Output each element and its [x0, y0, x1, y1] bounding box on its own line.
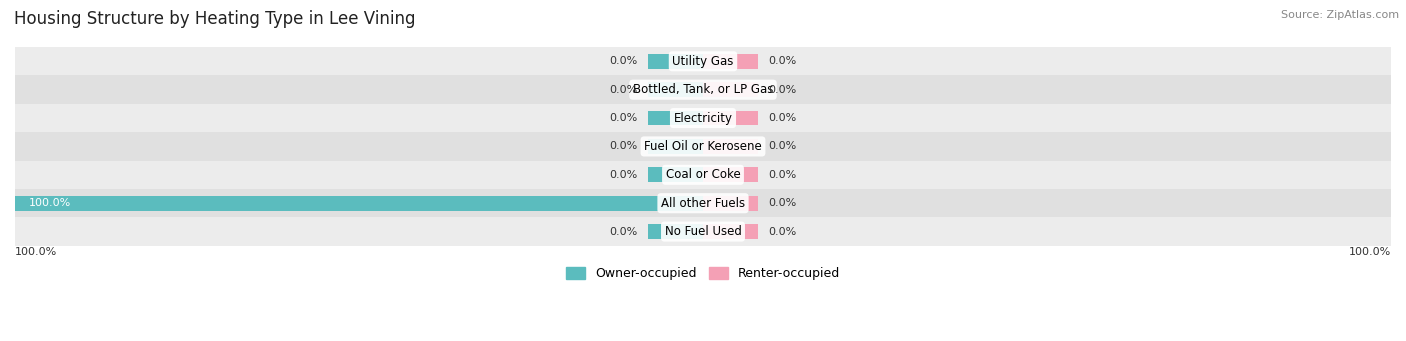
- Text: Source: ZipAtlas.com: Source: ZipAtlas.com: [1281, 10, 1399, 20]
- Bar: [648, 139, 703, 154]
- Text: 100.0%: 100.0%: [1348, 247, 1391, 257]
- Text: 100.0%: 100.0%: [15, 247, 58, 257]
- Bar: [15, 132, 1391, 161]
- Text: 0.0%: 0.0%: [768, 226, 797, 237]
- Text: 0.0%: 0.0%: [768, 170, 797, 180]
- Legend: Owner-occupied, Renter-occupied: Owner-occupied, Renter-occupied: [561, 262, 845, 285]
- Text: 100.0%: 100.0%: [28, 198, 72, 208]
- Text: Utility Gas: Utility Gas: [672, 55, 734, 68]
- Text: Fuel Oil or Kerosene: Fuel Oil or Kerosene: [644, 140, 762, 153]
- Bar: [703, 82, 758, 97]
- Bar: [703, 224, 758, 239]
- Bar: [648, 224, 703, 239]
- Bar: [15, 161, 1391, 189]
- Text: No Fuel Used: No Fuel Used: [665, 225, 741, 238]
- Bar: [703, 167, 758, 182]
- Bar: [648, 167, 703, 182]
- Text: 0.0%: 0.0%: [768, 85, 797, 95]
- Text: 0.0%: 0.0%: [609, 56, 638, 66]
- Bar: [15, 47, 1391, 75]
- Text: 0.0%: 0.0%: [768, 56, 797, 66]
- Bar: [15, 218, 1391, 246]
- Bar: [15, 75, 1391, 104]
- Text: Housing Structure by Heating Type in Lee Vining: Housing Structure by Heating Type in Lee…: [14, 10, 416, 28]
- Bar: [703, 54, 758, 69]
- Bar: [15, 196, 703, 211]
- Text: All other Fuels: All other Fuels: [661, 197, 745, 210]
- Text: 0.0%: 0.0%: [609, 226, 638, 237]
- Text: Coal or Coke: Coal or Coke: [665, 168, 741, 181]
- Text: 0.0%: 0.0%: [609, 85, 638, 95]
- Text: 0.0%: 0.0%: [609, 170, 638, 180]
- Bar: [648, 111, 703, 125]
- Bar: [703, 139, 758, 154]
- Bar: [648, 54, 703, 69]
- Text: Electricity: Electricity: [673, 112, 733, 124]
- Bar: [703, 111, 758, 125]
- Bar: [703, 196, 758, 211]
- Text: Bottled, Tank, or LP Gas: Bottled, Tank, or LP Gas: [633, 83, 773, 96]
- Text: 0.0%: 0.0%: [609, 113, 638, 123]
- Bar: [15, 104, 1391, 132]
- Text: 0.0%: 0.0%: [768, 113, 797, 123]
- Bar: [648, 82, 703, 97]
- Text: 0.0%: 0.0%: [609, 142, 638, 151]
- Text: 0.0%: 0.0%: [768, 142, 797, 151]
- Text: 0.0%: 0.0%: [768, 198, 797, 208]
- Bar: [15, 189, 1391, 218]
